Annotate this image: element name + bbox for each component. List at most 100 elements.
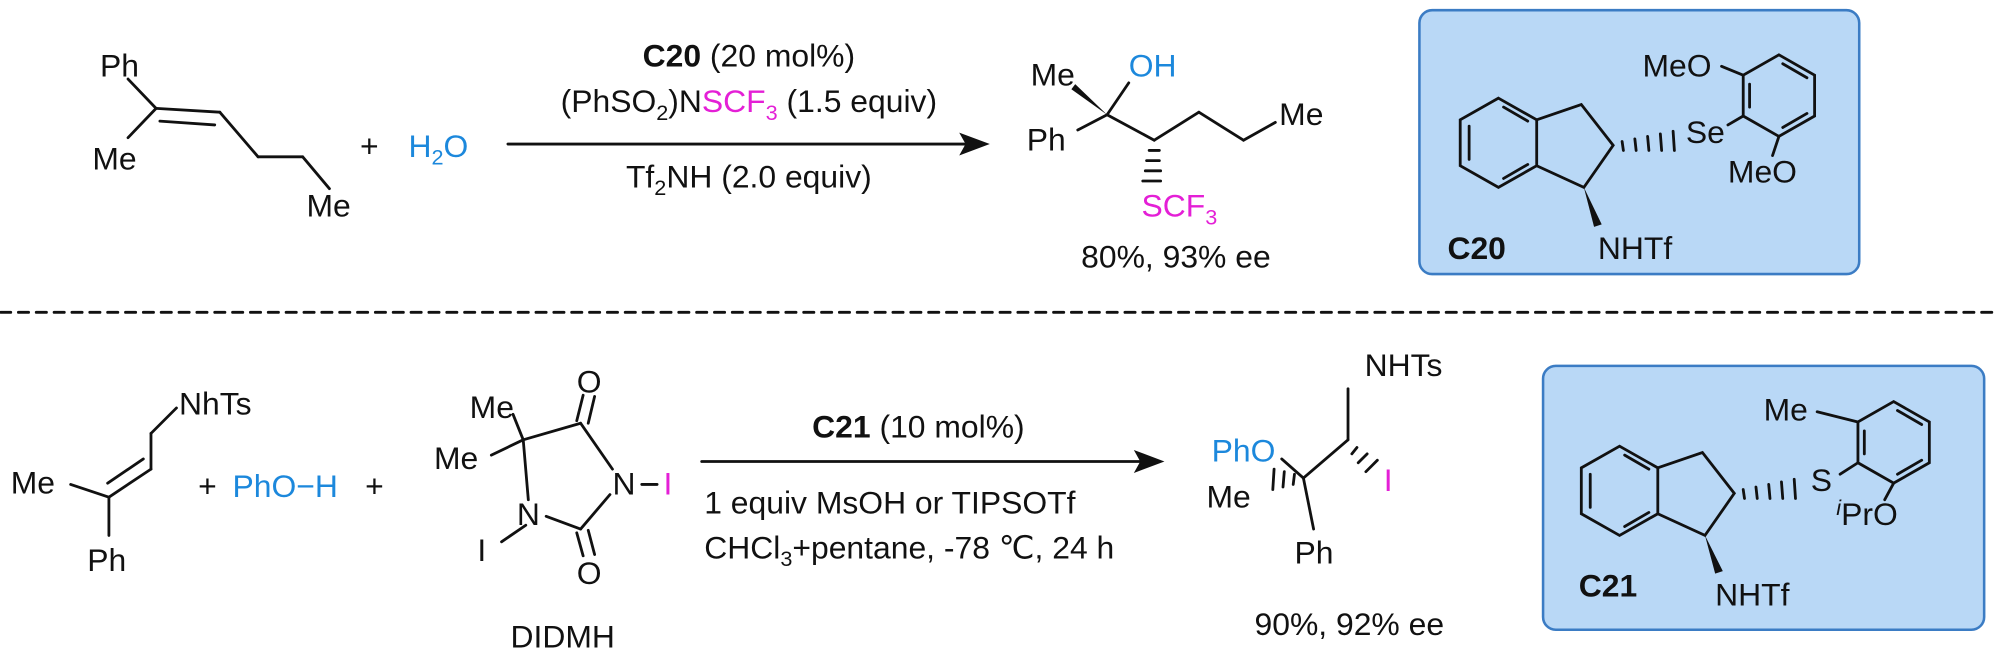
formula-part: SCF <box>1142 188 1206 224</box>
atom-label: Me <box>11 464 55 500</box>
catalyst-box-part <box>1781 112 1809 129</box>
catalyst-name: C21 <box>812 408 870 444</box>
product-2-bonds-part-part <box>1350 446 1359 456</box>
catalyst-box <box>1541 364 1986 632</box>
atom-label: Ph <box>1027 121 1066 157</box>
compound-name: DIDMH <box>510 619 614 655</box>
atom-label: Me <box>1031 56 1075 92</box>
atom-label: Me <box>1764 392 1808 428</box>
catalyst-condition: C20 (20 mol%) <box>643 37 855 73</box>
formula-part: NH (2.0 equiv) <box>666 158 871 194</box>
catalyst-box-part <box>1896 458 1924 476</box>
atom-label: Ph <box>100 47 139 83</box>
catalyst-condition: C21 (10 mol%) <box>812 408 1024 444</box>
formula-part: O <box>444 128 469 164</box>
substrate-1-bonds-part <box>126 106 158 140</box>
didmh-bonds-part <box>521 421 582 442</box>
catalyst-box-part <box>1704 535 1723 574</box>
product-1-bonds-part <box>1071 84 1108 115</box>
didmh-bonds-part <box>586 528 597 556</box>
yield: 90%, 92% ee <box>1255 606 1445 642</box>
catalyst-box-part-part <box>1671 129 1676 152</box>
atom-label: iPrO <box>1836 495 1897 532</box>
formula-part: CHCl <box>704 529 780 565</box>
catalyst-box-part-part <box>1633 137 1638 152</box>
phenol: PhO−H <box>233 468 338 504</box>
didmh-bonds-part <box>575 531 585 558</box>
solvent-condition: CHCl3+pentane, -78 ℃, 24 h <box>704 529 1114 571</box>
atom-label: MeO <box>1728 153 1797 189</box>
yield: 80%, 93% ee <box>1081 239 1271 275</box>
atom-label: N <box>517 496 540 532</box>
product-2-bonds-part-part <box>1271 467 1276 491</box>
catalyst-box-part <box>1726 114 1745 127</box>
atom-label: PhO <box>1212 432 1276 468</box>
product-2-bonds-part-part <box>1291 472 1296 486</box>
didmh-bonds <box>489 393 659 558</box>
atom-label: NHTf <box>1715 577 1789 613</box>
didmh-bonds-part <box>579 421 614 471</box>
superscript: i <box>1836 495 1842 520</box>
didmh-bonds-part <box>579 493 612 531</box>
substrate-2-bonds-part <box>107 467 153 499</box>
didmh-bonds-part <box>544 514 582 531</box>
atom-label: I <box>1384 462 1393 498</box>
product-2-bonds-part <box>1302 438 1350 480</box>
catalyst-box-part <box>1838 461 1860 476</box>
catalyst-box-part <box>1815 410 1860 424</box>
catalyst-name: C20 <box>643 37 701 73</box>
product-1-bonds <box>1071 81 1277 183</box>
catalyst-box-part <box>1741 477 1797 500</box>
arrow <box>700 450 1165 473</box>
product-2-bonds-part <box>1280 457 1305 480</box>
atom-label: I <box>663 466 672 502</box>
substrate-1-bonds-part <box>158 119 217 127</box>
plus-sign: + <box>360 128 379 164</box>
atom-label: S <box>1811 462 1832 498</box>
loading: (10 mol%) <box>871 408 1025 444</box>
product-2-bonds-part-part <box>1364 458 1379 474</box>
didmh-bonds-part <box>511 412 525 442</box>
atom-label: N <box>612 466 635 502</box>
catalyst-box-part-part <box>1646 135 1651 152</box>
catalyst-box <box>1418 8 1861 276</box>
arrow <box>506 132 990 156</box>
atom-label: Ph <box>1294 534 1333 570</box>
atom-label: NHTs <box>1365 347 1443 383</box>
reagent-condition: (PhSO2)NSCF3 (1.5 equiv) <box>561 83 937 125</box>
atom-label: Me <box>470 389 514 425</box>
formula-part: (PhSO <box>561 83 657 119</box>
catalyst-box-part <box>1896 409 1924 426</box>
substrate-1-bonds-part <box>126 77 158 110</box>
catalyst-box-part <box>1541 364 1986 632</box>
product-2-bonds <box>1271 387 1379 531</box>
atom-label: Ph <box>87 542 126 578</box>
catalyst-label: C20 <box>1447 230 1505 266</box>
acid-condition: Tf2NH (2.0 equiv) <box>626 158 872 200</box>
arrow-part <box>959 132 990 156</box>
catalyst-box-part <box>1883 481 1896 502</box>
product-1-bonds-part <box>1152 110 1201 142</box>
atom-label: OH <box>1129 47 1177 83</box>
catalyst-box-part-part <box>1620 140 1625 152</box>
plus-sign: + <box>198 468 217 504</box>
atom-label: MeO <box>1643 47 1712 83</box>
product-2-bonds-part-part <box>1281 470 1286 489</box>
product-1-bonds-part <box>1105 81 1131 117</box>
catalyst-box-part <box>1583 187 1602 227</box>
didmh-bonds-part <box>500 523 528 544</box>
catalyst-box-part-part <box>1780 480 1785 500</box>
additive-condition: 1 equiv MsOH or TIPSOTf <box>704 485 1075 521</box>
atom-label: Se <box>1686 114 1725 150</box>
atom-label: Me <box>434 440 478 476</box>
atom-label: I <box>477 532 486 568</box>
substrate-1-bonds-part <box>218 110 260 159</box>
atom-label: O <box>577 364 602 400</box>
atom-label: O <box>577 555 602 591</box>
catalyst-box-part-part <box>1792 477 1797 500</box>
subscript: 2 <box>654 175 666 200</box>
catalyst-label: C21 <box>1579 568 1637 604</box>
arrow-part <box>1133 450 1165 473</box>
substrate-1-bonds-part <box>301 155 331 191</box>
